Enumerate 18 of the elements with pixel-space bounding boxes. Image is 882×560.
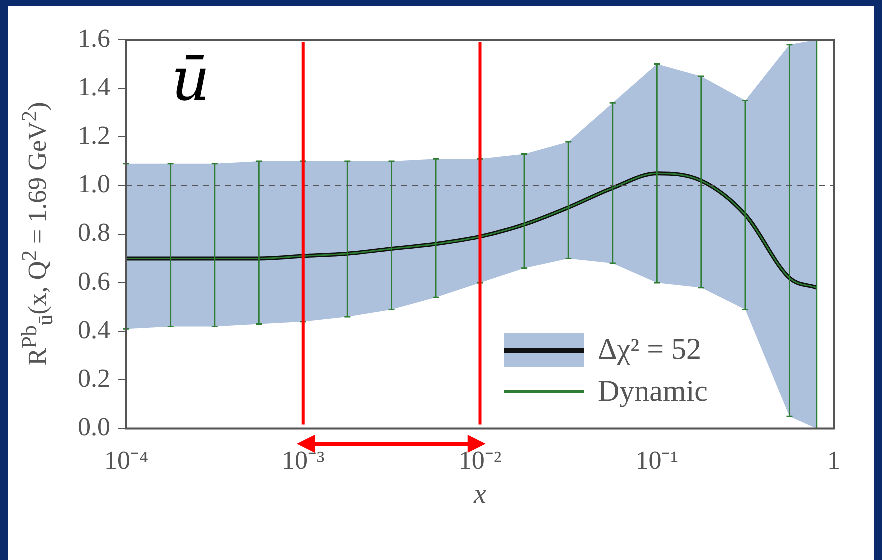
y-tick-label: 0.6 [78, 266, 110, 296]
y-tick-label: 1.6 [78, 24, 110, 53]
legend-label: Dynamic [598, 374, 708, 409]
y-tick-label: 0.4 [78, 315, 110, 344]
x-tick-label: 1 [828, 446, 840, 476]
x-tick-label: 10⁻³ [282, 446, 325, 476]
legend-label: Δχ² = 52 [598, 332, 702, 367]
y-tick-label: 0.8 [78, 218, 110, 248]
annotation: ū [172, 45, 210, 115]
x-tick-label: 10⁻⁴ [104, 446, 149, 476]
y-tick-label: 0.0 [78, 412, 110, 442]
x-tick-label: 10⁻¹ [636, 446, 679, 476]
y-tick-label: 1.2 [78, 121, 110, 150]
y-tick-label: 0.2 [78, 364, 110, 394]
y-tick-label: 1.4 [78, 72, 110, 102]
y-tick-label: 1.0 [78, 170, 110, 199]
x-tick-label: 10⁻² [458, 446, 502, 476]
x-axis-title: x [474, 478, 486, 511]
